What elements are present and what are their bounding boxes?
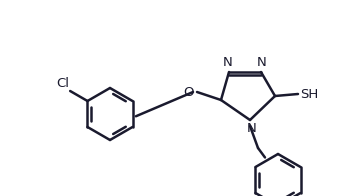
Text: SH: SH: [300, 87, 318, 101]
Text: O: O: [184, 85, 194, 99]
Text: Cl: Cl: [56, 77, 69, 90]
Text: N: N: [257, 56, 267, 69]
Text: N: N: [223, 56, 233, 69]
Text: N: N: [247, 122, 257, 135]
